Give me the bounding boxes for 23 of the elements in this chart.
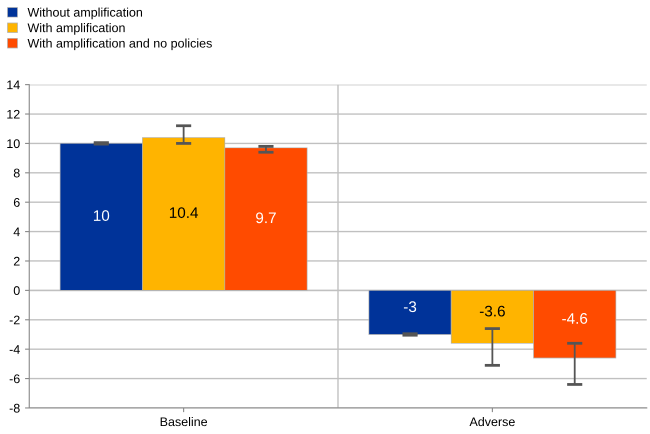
x-tick-label: Baseline xyxy=(160,416,208,426)
y-tick-label: 14 xyxy=(7,80,20,90)
data-label: -3.6 xyxy=(480,306,505,317)
y-tick-label: 8 xyxy=(14,168,20,178)
y-tick-label: 10 xyxy=(7,139,20,148)
y-tick-label: 4 xyxy=(14,228,20,236)
y-tick-label: -8 xyxy=(10,404,20,413)
y-tick-label: -6 xyxy=(10,374,20,384)
y-tick-label: 0 xyxy=(14,286,20,296)
legend-label: Without amplification xyxy=(28,8,142,20)
y-tick-label: -4 xyxy=(10,345,20,354)
y-tick-label: 12 xyxy=(7,110,20,119)
data-label: -3 xyxy=(404,301,416,312)
data-label: -4.6 xyxy=(562,313,588,324)
data-label: 10.4 xyxy=(170,207,198,218)
legend-label: With amplification xyxy=(28,23,125,35)
data-label: 9.7 xyxy=(256,212,276,224)
x-tick-label: Adverse xyxy=(469,416,515,426)
y-tick-label: 6 xyxy=(14,198,20,207)
y-tick-label: -2 xyxy=(10,316,20,324)
legend-label: With amplification and no policies xyxy=(28,38,212,50)
y-tick-label: 2 xyxy=(14,256,20,266)
data-label: 10 xyxy=(94,210,110,221)
